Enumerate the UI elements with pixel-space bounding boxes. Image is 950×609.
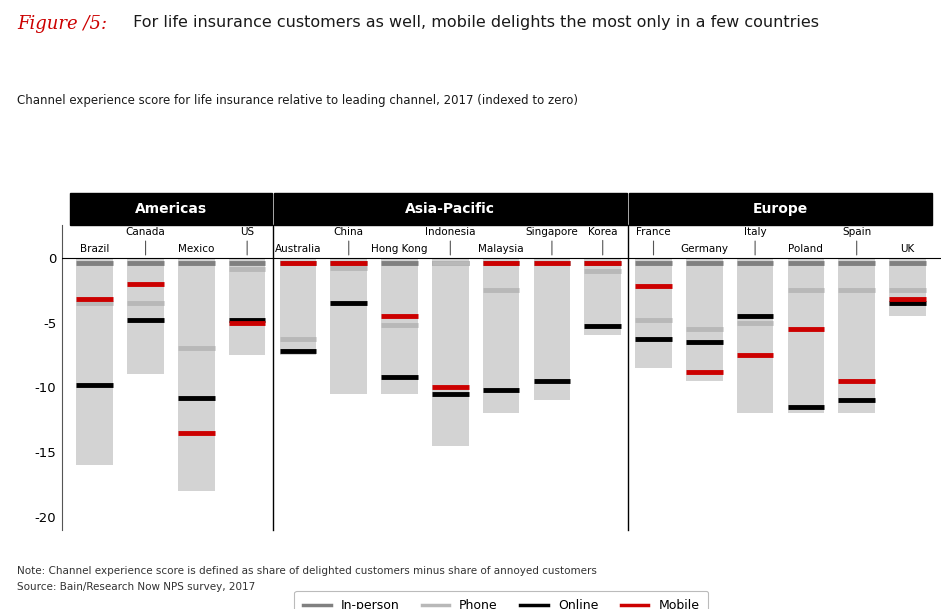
Text: Indonesia: Indonesia [425, 227, 476, 237]
Bar [839, 258, 875, 414]
Bar [432, 258, 468, 446]
Bar [584, 258, 621, 336]
Text: UK: UK [901, 244, 915, 254]
Text: Mexico: Mexico [179, 244, 215, 254]
Bar [279, 258, 316, 355]
Text: Brazil: Brazil [80, 244, 109, 254]
Bar [889, 258, 925, 316]
Bar [636, 258, 672, 368]
Bar [483, 258, 520, 414]
Text: Source: Bain/Research Now NPS survey, 2017: Source: Bain/Research Now NPS survey, 20… [17, 582, 256, 592]
Bar [178, 258, 215, 491]
Text: Germany: Germany [680, 244, 729, 254]
Text: Americas: Americas [135, 202, 207, 216]
Text: Canada: Canada [125, 227, 165, 237]
Bar [381, 258, 418, 394]
Text: France: France [636, 227, 671, 237]
Text: Poland: Poland [788, 244, 824, 254]
Bar [127, 258, 163, 375]
Bar [788, 258, 825, 414]
Text: Note: Channel experience score is defined as share of delighted customers minus : Note: Channel experience score is define… [17, 566, 597, 576]
Text: Europe: Europe [752, 202, 808, 216]
Text: China: China [333, 227, 364, 237]
Bar [77, 258, 113, 465]
Text: Italy: Italy [744, 227, 767, 237]
Text: Spain: Spain [842, 227, 871, 237]
Text: Malaysia: Malaysia [478, 244, 524, 254]
Text: Hong Kong: Hong Kong [371, 244, 428, 254]
Bar [737, 258, 773, 414]
Text: South
Korea: South Korea [587, 216, 618, 237]
Text: Australia: Australia [275, 244, 321, 254]
Text: Figure /5:: Figure /5: [17, 15, 107, 33]
Text: Asia-Pacific: Asia-Pacific [406, 202, 495, 216]
Text: Singapore: Singapore [525, 227, 579, 237]
Bar [686, 258, 723, 381]
Legend: In-person, Phone, Online, Mobile: In-person, Phone, Online, Mobile [294, 591, 708, 609]
Text: Channel experience score for life insurance relative to leading channel, 2017 (i: Channel experience score for life insura… [17, 94, 579, 107]
Text: US: US [240, 227, 255, 237]
Bar [534, 258, 570, 400]
Bar [331, 258, 367, 394]
Text: For life insurance customers as well, mobile delights the most only in a few cou: For life insurance customers as well, mo… [128, 15, 819, 30]
Bar [229, 258, 265, 355]
